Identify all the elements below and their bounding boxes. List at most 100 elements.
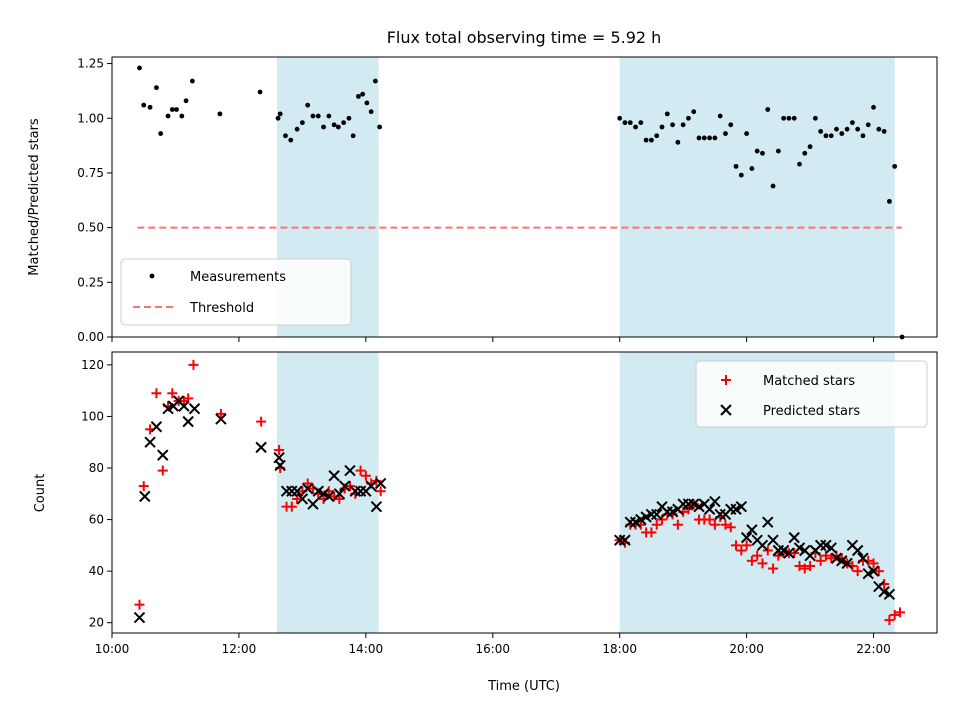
top-series-0-point-24	[331, 122, 337, 128]
top-series-0-point-37	[627, 120, 633, 126]
bottom-series-1-point-57	[735, 500, 748, 513]
bottom-series-0-point-30	[360, 470, 371, 481]
top-series-0-point-14	[277, 111, 283, 117]
bottom-series-1-point-19	[301, 482, 314, 495]
top-series-0-point-72	[812, 115, 818, 121]
bottom-series-1-point-2	[144, 436, 156, 448]
bottom-series-0-point-52	[709, 519, 720, 530]
top-y-axis-label: Matched/Predicted stars	[27, 118, 42, 276]
bottom-series-1-point-35	[619, 534, 631, 546]
bottom-series-1-point-51	[703, 503, 716, 515]
top-panel: 0.00 0.25 0.50 0.75 1.00 1.25 Measurements Thre…	[77, 56, 938, 344]
top-series-0-point-68	[791, 115, 797, 121]
bottom-series-1-point-58	[740, 531, 753, 544]
bottom-series-1-point-62	[762, 516, 774, 528]
top-y-tick-label-5: 1.25	[77, 57, 104, 71]
legend-predicted-marker	[720, 404, 732, 416]
top-series-0-point-33	[372, 78, 378, 84]
bottom-series-0-point-83	[873, 566, 884, 577]
chart-title: Flux total observing time = 5.92 h	[387, 28, 662, 47]
top-y-tick-label-3: 0.75	[77, 166, 104, 180]
top-series-0-point-8	[179, 113, 185, 119]
bottom-series-0-point-59	[746, 555, 757, 566]
bottom-x-tick-label-3: 16:00	[475, 642, 510, 656]
top-y-tick-label-4: 1.00	[77, 111, 104, 125]
top-series-0-point-64	[770, 183, 776, 189]
top-series-0-point-9	[183, 98, 189, 104]
top-series-0-point-82	[865, 122, 871, 128]
bottom-series-0-point-56	[731, 540, 742, 551]
top-series-0-point-3	[154, 85, 159, 91]
top-series-0-point-81	[860, 133, 866, 139]
bottom-x-tick-label-2: 14:00	[349, 642, 384, 656]
bottom-x-tick-label-6: 22:00	[856, 642, 891, 656]
top-series-0-point-56	[728, 122, 734, 128]
bottom-series-0-point-11	[215, 408, 226, 419]
top-series-0-point-39	[638, 120, 644, 126]
top-series-0-point-69	[797, 161, 802, 167]
top-series-0-point-18	[299, 120, 305, 126]
bottom-series-0-point-12	[256, 416, 267, 427]
top-y-tick-label-1: 0.25	[77, 275, 104, 289]
bottom-series-1-point-20	[307, 498, 319, 510]
top-series-0-point-21	[315, 113, 321, 119]
bottom-series-0-point-82	[868, 558, 879, 569]
top-series-0-point-78	[844, 126, 850, 132]
top-series-0-point-48	[686, 115, 691, 121]
bottom-series-1-point-9	[182, 415, 194, 428]
bottom-series-1-point-27	[344, 464, 356, 477]
bottom-series-0-point-25	[334, 493, 345, 504]
top-series-0-point-55	[723, 131, 728, 136]
bottom-series-0-point-32	[371, 475, 382, 486]
bottom-series-0-point-29	[355, 465, 366, 476]
bottom-series-1-point-10	[188, 403, 201, 415]
x-axis-label: Time (UTC)	[487, 679, 560, 694]
top-y-tick-label-0: 0.00	[77, 330, 104, 344]
bottom-series-1-point-31	[365, 480, 377, 492]
top-series-0-point-63	[765, 107, 771, 112]
bottom-series-1-point-66	[783, 547, 795, 559]
bottom-series-0-point-85	[884, 615, 895, 626]
bottom-x-tick-label-4: 18:00	[602, 642, 637, 656]
top-series-0-point-79	[849, 120, 855, 126]
bottom-series-1-point-3	[150, 421, 163, 433]
bottom-series-0-point-70	[805, 560, 816, 571]
top-series-0-point-4	[158, 131, 164, 136]
top-legend-box	[120, 258, 352, 326]
bottom-series-1-point-11	[215, 413, 227, 425]
bottom-y-tick-label-0: 20	[89, 616, 104, 630]
bottom-series-1-point-26	[338, 480, 351, 492]
top-series-0-point-2	[147, 104, 153, 110]
top-series-0-point-66	[781, 115, 787, 121]
top-y-tick-label-2: 0.50	[77, 221, 104, 235]
top-series-0-point-44	[664, 111, 670, 117]
bottom-series-0-point-60	[752, 550, 763, 561]
top-shaded-region-1	[619, 57, 895, 337]
top-series-0-point-65	[775, 148, 781, 154]
top-series-0-point-84	[876, 126, 882, 132]
top-series-0-point-15	[283, 133, 288, 139]
legend-matched-marker	[721, 375, 731, 385]
top-series-0-point-51	[701, 135, 707, 141]
bottom-series-0-point-45	[672, 519, 683, 530]
top-series-0-point-60	[749, 166, 755, 171]
bottom-series-0-point-41	[651, 519, 662, 530]
top-series-0-point-85	[881, 128, 887, 134]
bottom-series-1-point-0	[133, 611, 146, 624]
top-series-0-point-25	[335, 124, 341, 130]
bottom-series-0-point-40	[646, 527, 657, 538]
top-series-0-point-29	[356, 93, 361, 99]
top-series-0-point-53	[712, 135, 718, 141]
bottom-series-1-point-74	[825, 542, 837, 554]
top-series-0-point-31	[364, 100, 370, 106]
top-series-0-point-17	[294, 126, 300, 132]
bottom-series-1-point-18	[296, 493, 309, 505]
bottom-y-axis-label: Count	[33, 474, 48, 513]
bottom-series-1-point-1	[139, 490, 151, 503]
bottom-series-1-point-17	[291, 485, 303, 497]
bottom-y-tick-label-5: 120	[81, 358, 104, 372]
top-series-0-point-6	[169, 107, 175, 112]
bottom-series-0-point-0	[134, 599, 145, 610]
bottom-y-tick-label-3: 80	[89, 461, 104, 475]
top-series-0-point-46	[675, 139, 681, 145]
